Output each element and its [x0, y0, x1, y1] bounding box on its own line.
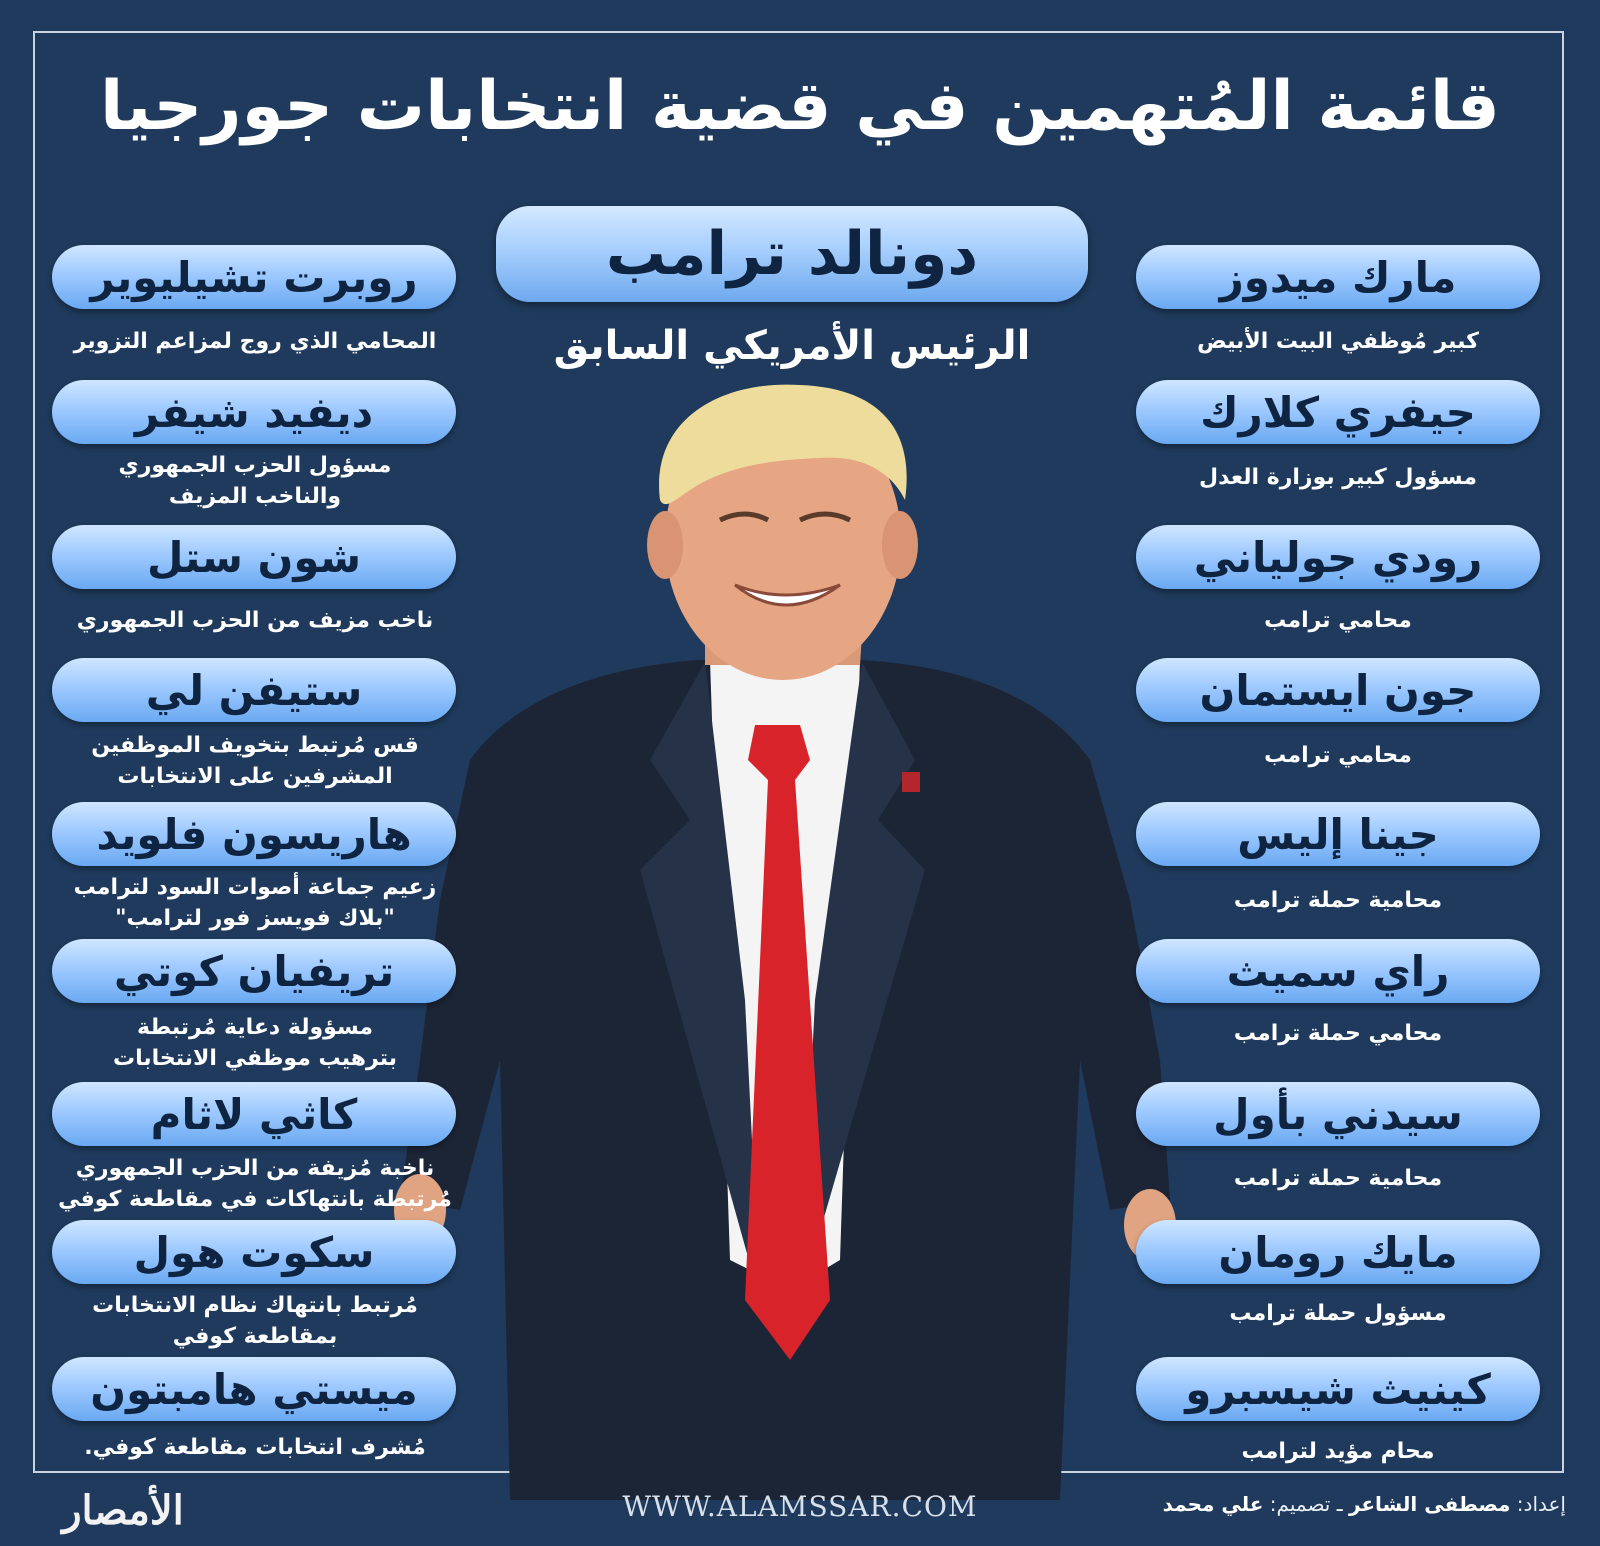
credits-separator: ـ — [1330, 1492, 1349, 1516]
name-pill: ديفيد شيفر — [52, 380, 456, 444]
description: بمقاطعة كوفي — [172, 1324, 338, 1349]
description: المحامي الذي روج لمزاعم التزوير — [73, 329, 437, 354]
description: كبير مُوظفي البيت الأبيض — [1197, 329, 1479, 354]
name-pill: كاثي لاثام — [52, 1082, 456, 1146]
prepared-by: مصطفى الشاعر — [1348, 1492, 1511, 1516]
center-name-pill: دونالد ترامب — [496, 206, 1088, 302]
name-pill: سكوت هول — [52, 1220, 456, 1284]
publisher-logo: الأمصار — [62, 1486, 184, 1534]
description: محامي حملة ترامب — [1233, 1021, 1443, 1046]
name-pill: راي سميث — [1136, 939, 1540, 1003]
description: ناخبة مُزيفة من الحزب الجمهوري — [75, 1156, 435, 1181]
name-pill: مايك رومان — [1136, 1220, 1540, 1284]
description: مسؤول الحزب الجمهوري — [118, 453, 392, 478]
description: قس مُرتبط بتخويف الموظفين — [91, 733, 419, 758]
design-label: تصميم: — [1269, 1492, 1331, 1516]
name-pill: مارك ميدوز — [1136, 245, 1540, 309]
description: مُشرف انتخابات مقاطعة كوفي. — [84, 1435, 426, 1460]
description: مسؤول حملة ترامب — [1229, 1301, 1447, 1326]
description: محامية حملة ترامب — [1233, 1166, 1443, 1191]
name-pill: جينا إليس — [1136, 802, 1540, 866]
name-pill: جيفري كلارك — [1136, 380, 1540, 444]
description: والناخب المزيف — [168, 484, 342, 509]
name-pill: ميستي هامبتون — [52, 1357, 456, 1421]
name-pill: شون ستل — [52, 525, 456, 589]
description: مسؤول كبير بوزارة العدل — [1199, 465, 1477, 490]
name-pill: ستيفن لي — [52, 658, 456, 722]
description: محامية حملة ترامب — [1233, 888, 1443, 913]
name-pill: جون ايستمان — [1136, 658, 1540, 722]
website-url: WWW.ALAMSSAR.COM — [622, 1490, 978, 1523]
description: محامي ترامب — [1264, 608, 1412, 633]
name-pill: هاريسون فلويد — [52, 802, 456, 866]
description: المشرفين على الانتخابات — [117, 764, 393, 789]
description: زعيم جماعة أصوات السود لترامب — [73, 875, 437, 900]
center-role: الرئيس الأمريكي السابق — [553, 323, 1031, 369]
name-pill: روبرت تشيليوير — [52, 245, 456, 309]
credits: إعداد: مصطفى الشاعر ـ تصميم: علي محمد — [1090, 1492, 1566, 1516]
description: محامي ترامب — [1264, 743, 1412, 768]
page-title: قائمة المُتهمين في قضية انتخابات جورجيا — [100, 67, 1500, 146]
description: مسؤولة دعاية مُرتبطة — [137, 1015, 373, 1040]
description: بترهيب موظفي الانتخابات — [113, 1046, 397, 1071]
prepared-label: إعداد: — [1516, 1492, 1566, 1516]
name-pill: رودي جولياني — [1136, 525, 1540, 589]
designed-by: علي محمد — [1162, 1492, 1264, 1516]
description: مُرتبط بانتهاك نظام الانتخابات — [92, 1293, 418, 1318]
description: ناخب مزيف من الحزب الجمهوري — [76, 608, 434, 633]
description: "بلاك فويسز فور لترامب" — [115, 906, 395, 931]
name-pill: سيدني بأول — [1136, 1082, 1540, 1146]
description: مُرتبطة بانتهاكات في مقاطعة كوفي — [58, 1187, 452, 1212]
description: محام مؤيد لترامب — [1241, 1439, 1435, 1464]
name-pill: كينيث شيسبرو — [1136, 1357, 1540, 1421]
name-pill: تريفيان كوتي — [52, 939, 456, 1003]
